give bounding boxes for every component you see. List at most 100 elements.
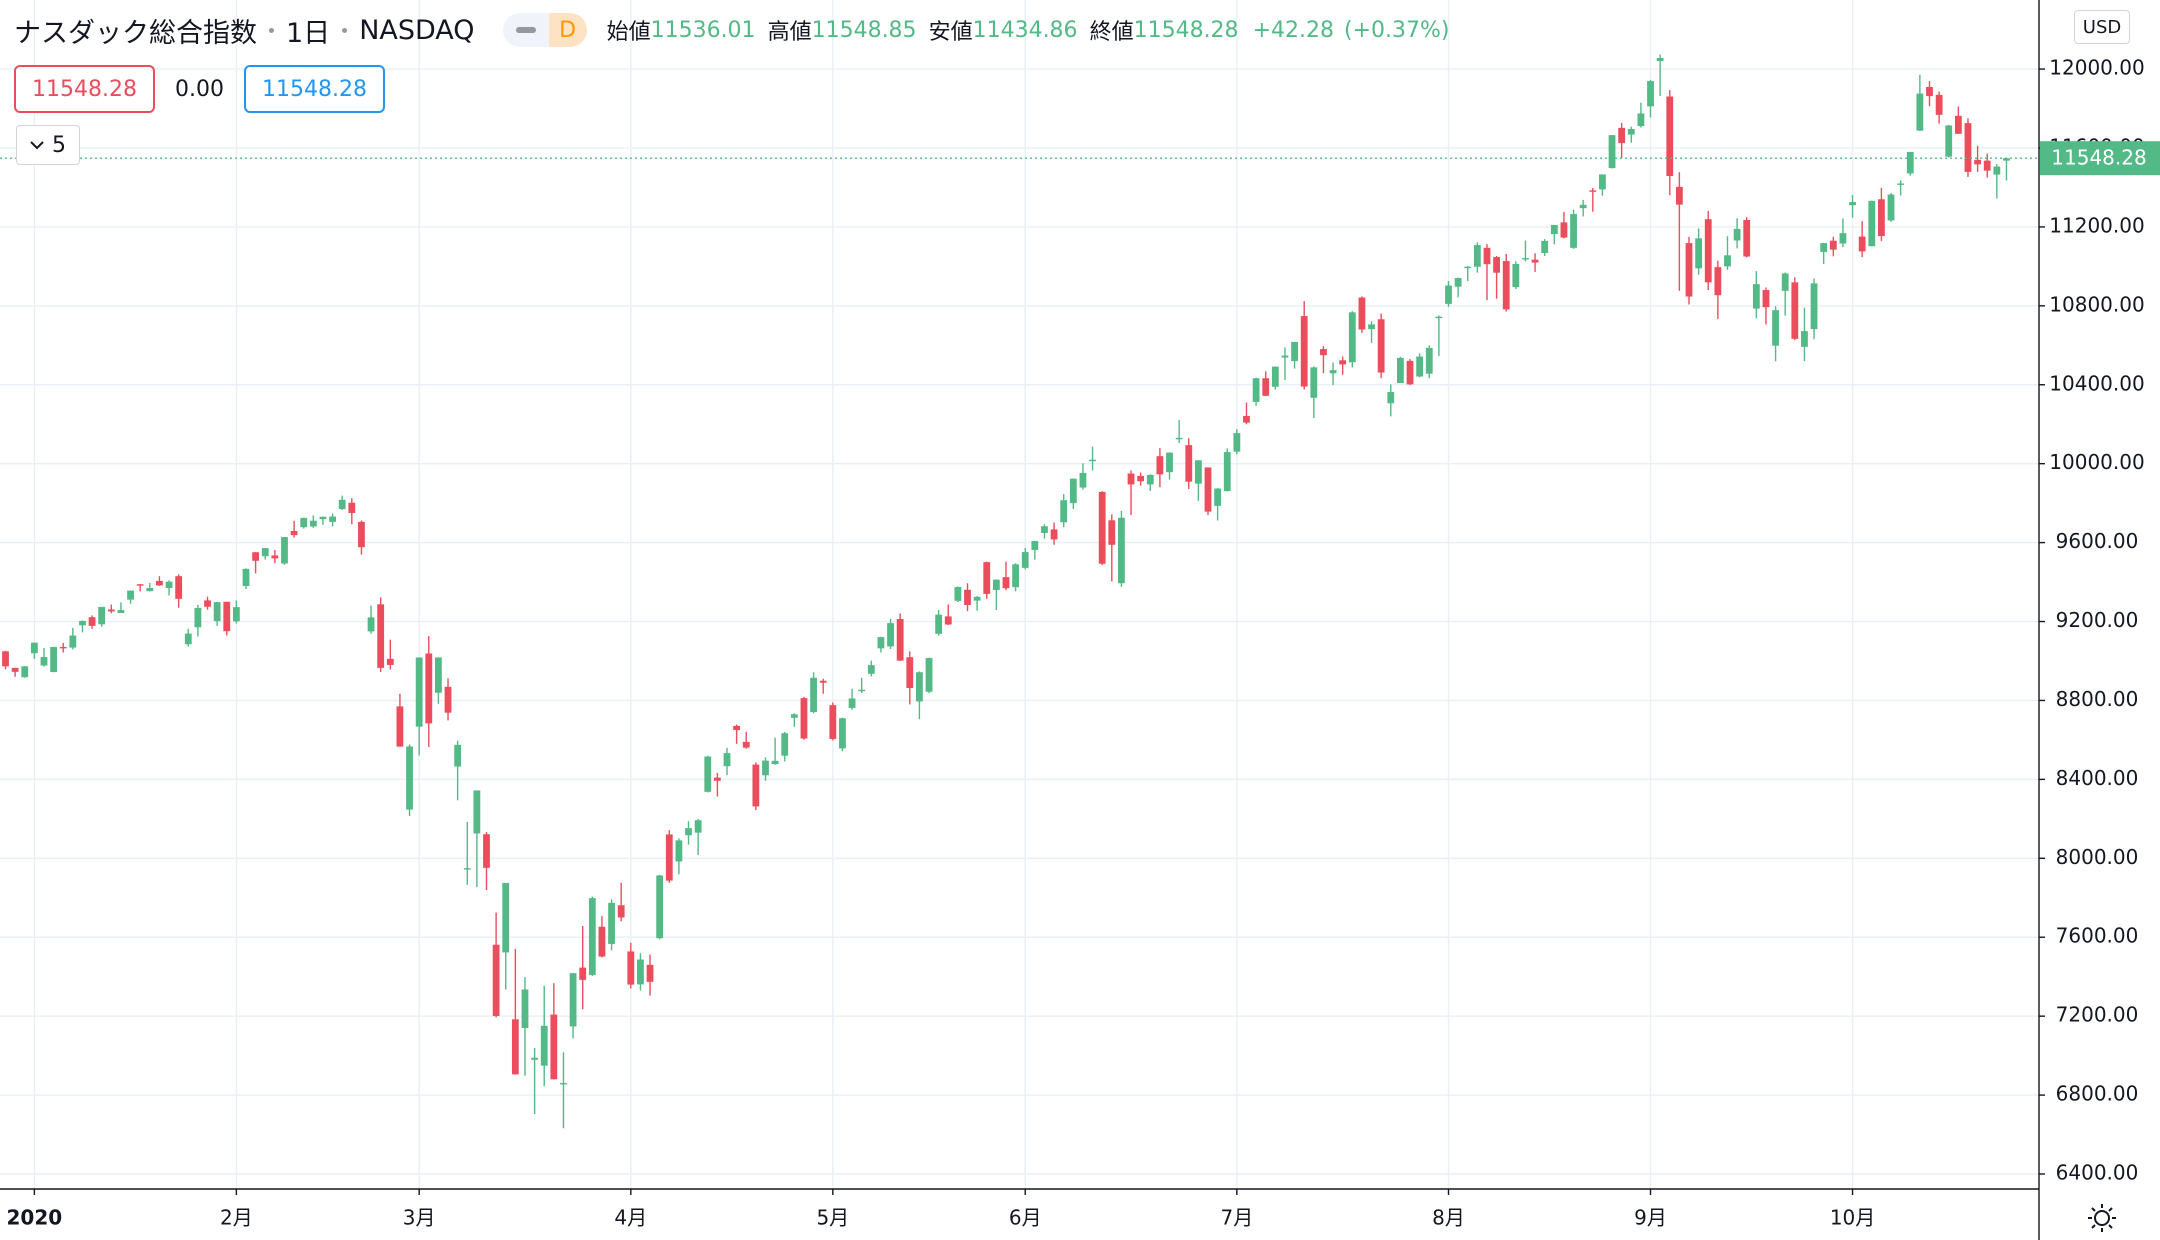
candle-body bbox=[1079, 472, 1087, 488]
y-tick-label: 10000.00 bbox=[2049, 450, 2144, 474]
indicator-count: 5 bbox=[52, 132, 66, 158]
candle-body bbox=[540, 1025, 548, 1066]
candle-body bbox=[627, 951, 635, 985]
header: ナスダック総合指数 1日 NASDAQ D 始値 11536.01 高値 115… bbox=[14, 8, 1449, 52]
candle-body bbox=[463, 868, 471, 870]
candle-body bbox=[1031, 541, 1039, 550]
x-tick-label: 5月 bbox=[816, 1206, 849, 1230]
candle-body bbox=[973, 596, 981, 601]
candle-body bbox=[858, 689, 866, 692]
candle-body bbox=[983, 562, 991, 594]
candle-body bbox=[184, 633, 192, 645]
y-tick-label: 8800.00 bbox=[2056, 687, 2139, 711]
x-tick-label: 10月 bbox=[1830, 1206, 1875, 1230]
spread: 0.00 bbox=[174, 76, 224, 102]
candle-body bbox=[502, 882, 510, 953]
candle-body bbox=[906, 657, 914, 689]
candle-body bbox=[252, 552, 260, 561]
candle-body bbox=[1166, 452, 1173, 473]
candle-body bbox=[1752, 284, 1760, 309]
currency-button[interactable]: USD bbox=[2074, 10, 2130, 44]
candle-body bbox=[1906, 151, 1914, 174]
legend-label: 安値 bbox=[928, 20, 973, 45]
candle-body bbox=[377, 604, 385, 668]
candle-body bbox=[781, 733, 789, 756]
indicator-toggle[interactable]: 5 bbox=[16, 125, 80, 165]
candle-body bbox=[1291, 341, 1298, 362]
candle-body bbox=[1897, 183, 1905, 185]
candle-body bbox=[1810, 283, 1818, 330]
y-tick-label: 12000.00 bbox=[2049, 56, 2144, 80]
candle-body bbox=[579, 967, 587, 980]
candle-body bbox=[1262, 378, 1270, 396]
candle-body bbox=[1387, 392, 1395, 404]
candle-body bbox=[50, 646, 57, 673]
change: +42.28 bbox=[1252, 17, 1334, 43]
sell-button[interactable]: 11548.28 bbox=[14, 65, 155, 113]
candle-body bbox=[704, 756, 712, 792]
candle-body bbox=[11, 667, 19, 672]
candle-body bbox=[733, 725, 741, 731]
candle-body bbox=[1685, 243, 1693, 297]
candle-body bbox=[261, 548, 269, 557]
y-tick-label: 6400.00 bbox=[2056, 1161, 2139, 1185]
legend-value: 11548.28 bbox=[1133, 17, 1239, 43]
candle-body bbox=[713, 777, 721, 781]
candle-body bbox=[204, 600, 211, 607]
candle-body bbox=[1329, 370, 1337, 374]
candle-body bbox=[1570, 214, 1577, 248]
candle-body bbox=[1858, 236, 1866, 252]
candle-body bbox=[675, 840, 683, 862]
candle-body bbox=[588, 898, 596, 975]
candle-body bbox=[242, 568, 250, 587]
buy-button[interactable]: 11548.28 bbox=[243, 65, 385, 113]
price-tag-label: 11548.28 bbox=[2051, 146, 2146, 170]
candle-body bbox=[1675, 186, 1683, 205]
candle-body bbox=[1762, 290, 1770, 308]
status-dash bbox=[503, 27, 549, 33]
candle-body bbox=[762, 760, 769, 776]
candle-body bbox=[1002, 577, 1010, 589]
candle-body bbox=[1964, 123, 1972, 172]
candle-body bbox=[1512, 264, 1520, 288]
candle-body bbox=[290, 530, 298, 536]
candle-body bbox=[1041, 526, 1048, 533]
x-tick-label: 8月 bbox=[1432, 1206, 1465, 1230]
candle-body bbox=[1483, 247, 1491, 265]
candle-body bbox=[925, 658, 933, 692]
settings-icon[interactable] bbox=[2088, 1204, 2116, 1232]
candle-body bbox=[21, 666, 29, 678]
candle-body bbox=[1560, 222, 1568, 238]
candle-body bbox=[1252, 378, 1260, 402]
candle-body bbox=[79, 620, 86, 626]
interval[interactable]: 1日 bbox=[286, 17, 331, 49]
price-tag bbox=[2040, 141, 2160, 176]
candle-body bbox=[790, 714, 798, 718]
candle-body bbox=[1464, 266, 1472, 269]
candle-body bbox=[1916, 93, 1924, 131]
status-pill[interactable]: D bbox=[502, 13, 587, 47]
candle-body bbox=[2003, 158, 2010, 161]
candle-body bbox=[1060, 500, 1068, 523]
candle-body bbox=[165, 581, 173, 588]
candle-body bbox=[954, 587, 962, 601]
candle-body bbox=[88, 617, 96, 626]
symbol-title[interactable]: ナスダック総合指数 bbox=[14, 17, 257, 49]
y-tick-label: 7200.00 bbox=[2056, 1003, 2139, 1027]
x-tick-label: 9月 bbox=[1634, 1206, 1667, 1230]
candle-body bbox=[1098, 491, 1106, 564]
y-tick-label: 10800.00 bbox=[2049, 292, 2144, 316]
candle-body bbox=[2, 651, 9, 667]
candle-body bbox=[1926, 87, 1933, 97]
candle-body bbox=[1021, 552, 1029, 568]
candle-body bbox=[1627, 129, 1635, 135]
y-tick-label: 9600.00 bbox=[2056, 529, 2139, 553]
candle-body bbox=[69, 635, 77, 648]
candle-body bbox=[839, 718, 846, 749]
candle-body bbox=[1300, 316, 1308, 387]
candle-body bbox=[309, 520, 317, 527]
candle-body bbox=[723, 753, 731, 767]
candle-body bbox=[1397, 357, 1404, 383]
